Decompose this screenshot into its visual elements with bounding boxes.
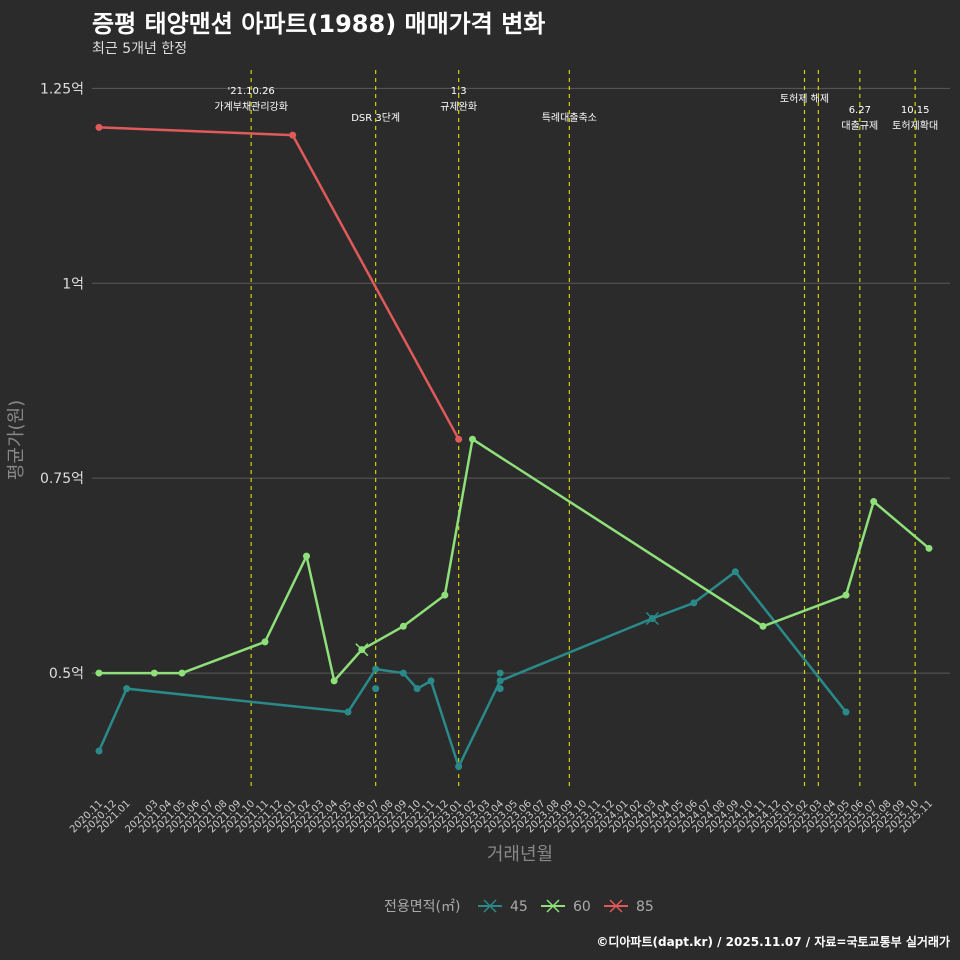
chart-subtitle: 최근 5개년 한정: [92, 41, 188, 57]
event-label: 특례대출축소: [542, 112, 597, 124]
series-line-45: [97, 570, 847, 768]
legend-label-60: 60: [573, 899, 591, 915]
event-label: 대출규제: [841, 120, 878, 132]
event-label: 1.3: [451, 86, 467, 97]
legend-title: 전용면적(㎡): [384, 899, 460, 915]
data-point-60: [399, 622, 407, 630]
event-label: DSR 3단계: [351, 112, 400, 124]
grid-layer: [92, 87, 950, 674]
chart-caption: ©디아파트(dapt.kr) / 2025.11.07 / 자료=국토교통부 실…: [596, 935, 950, 949]
data-point-60: [469, 435, 476, 443]
legend-key-mark-85: [609, 899, 623, 913]
data-point-60: [261, 638, 269, 646]
data-point-60: [330, 677, 338, 685]
data-point-45: [413, 685, 421, 693]
chart-title: 증평 태양맨션 아파트(1988) 매매가격 변화: [92, 10, 546, 38]
data-point-85: [289, 131, 297, 139]
data-point-60: [178, 669, 186, 677]
event-label: 토허제확대: [892, 120, 938, 132]
legend-key-mark-45: [483, 899, 497, 913]
data-point-85: [455, 435, 463, 443]
y-tick-label: 1억: [62, 276, 84, 292]
data-cross-60: [355, 643, 369, 657]
data-point-60: [925, 544, 933, 552]
event-label: '21.10.26: [228, 86, 275, 97]
data-cross-45: [645, 611, 659, 626]
legend-label-45: 45: [510, 899, 528, 915]
data-point-45: [496, 685, 504, 693]
data-point-45: [496, 669, 504, 677]
data-point-60: [759, 622, 767, 630]
data-point-45: [95, 747, 103, 755]
y-tick-label: 0.75억: [40, 471, 84, 487]
data-point-60: [441, 591, 449, 599]
event-label: 토허제 해제: [780, 92, 829, 105]
data-point-60: [150, 669, 158, 677]
data-point-45: [372, 685, 380, 693]
data-point-45: [344, 708, 352, 716]
data-point-45: [690, 599, 698, 607]
legend: 전용면적(㎡) 45 60 85: [384, 899, 654, 915]
y-tick-label: 0.5억: [49, 666, 84, 682]
axis-layer: 0.5억0.75억1억1.25억2020.112020.122021.01202…: [40, 81, 935, 835]
y-axis-title: 평균가(원): [6, 400, 27, 480]
data-point-60: [870, 498, 878, 506]
event-label: 규제완화: [440, 101, 477, 113]
series-layer: [95, 123, 933, 771]
data-point-45: [496, 677, 504, 685]
data-point-60: [842, 591, 850, 599]
data-point-45: [123, 685, 131, 693]
data-point-45: [842, 708, 850, 716]
legend-key-mark-60: [546, 899, 560, 913]
event-label: 가계부채관리강화: [214, 101, 288, 113]
y-tick-label: 1.25억: [40, 81, 84, 97]
data-point-85: [95, 123, 103, 131]
data-point-60: [303, 552, 310, 560]
data-point-45: [455, 763, 463, 771]
data-point-60: [95, 669, 103, 677]
x-axis-title: 거래년월: [487, 844, 553, 865]
data-point-45: [427, 677, 435, 685]
legend-label-85: 85: [636, 899, 654, 915]
data-point-45: [372, 665, 380, 673]
event-label: 6.27: [849, 105, 871, 116]
event-label: 10.15: [901, 105, 930, 116]
data-point-45: [399, 669, 407, 677]
series-line-60: [99, 437, 930, 683]
data-point-45: [731, 568, 739, 576]
